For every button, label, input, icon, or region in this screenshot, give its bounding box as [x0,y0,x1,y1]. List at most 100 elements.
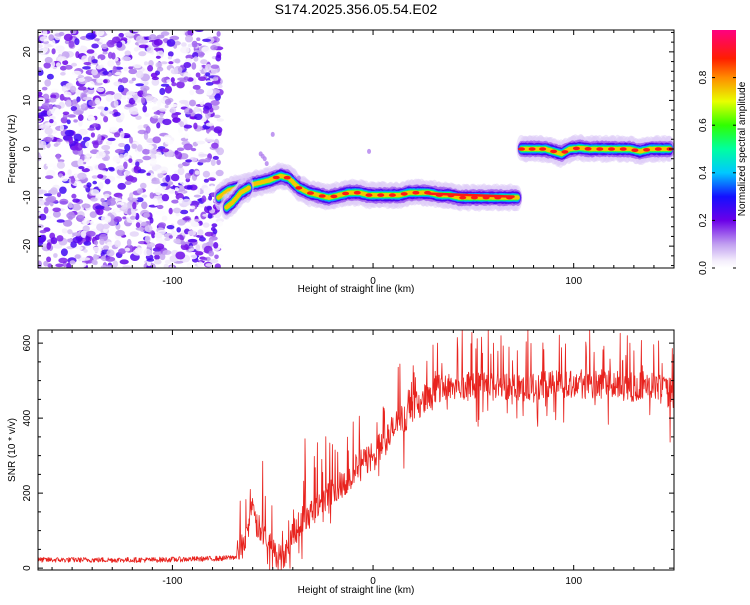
noise-blob [205,72,211,77]
noise-blob [72,98,78,107]
noise-blob [52,210,61,218]
noise-blob [85,141,91,148]
noise-blob [201,195,207,203]
noise-blob [156,34,165,39]
noise-blob [208,250,214,257]
noise-blob [197,229,204,236]
noise-blob [153,115,159,119]
colorbar-tick-label: 0.2 [698,213,709,227]
noise-blob [197,261,204,268]
noise-blob [118,154,125,159]
noise-blob [43,193,53,197]
stray-blob [262,156,267,162]
ridge-blob-peak [307,191,314,195]
noise-blob [145,126,151,134]
noise-blob [136,197,144,203]
ridge-blob-peak [459,195,467,200]
ridge-blob-peak [295,186,303,190]
noise-blob [153,39,163,46]
colorbar: 0.0 0.2 0.4 0.6 0.8 Normalized spectral ampl… [698,30,748,275]
noise-blob [200,59,208,65]
noise-blob [198,76,207,81]
noise-blob [77,158,84,165]
noise-blob [95,205,105,210]
noise-blob [104,205,111,212]
noise-blob [54,223,63,227]
noise-blob [45,175,54,180]
noise-blob [55,263,64,268]
ridge-blob-peak [388,193,396,197]
stray-blob [264,161,269,167]
noise-blob [149,192,155,199]
noise-blob [106,265,114,268]
noise-blob [103,79,108,84]
noise-blob [131,77,136,82]
noise-blob [198,51,205,58]
noise-blob [123,161,128,170]
noise-blob [81,168,90,173]
noise-blob [213,126,223,134]
noise-blob [169,35,180,41]
noise-blob [74,38,80,46]
noise-blob [206,205,212,211]
ridge-blob-peak [518,147,525,151]
noise-blob [113,112,121,117]
ridge-blob-peak [272,175,280,180]
noise-blob [210,45,218,51]
noise-blob [44,44,49,53]
noise-blob [202,109,209,114]
noise-blob [113,81,122,87]
noise-blob [144,225,153,233]
noise-blob [156,169,162,174]
noise-blob [58,257,68,264]
noise-blob [205,122,214,127]
ridge-core [427,192,515,198]
noise-blob [127,208,132,216]
spectrogram-ytick-label: 0 [22,146,33,152]
noise-blob [93,253,98,261]
noise-blob [135,161,140,167]
noise-blob [91,59,99,64]
noise-blob [59,124,65,132]
noise-blob [124,32,134,37]
spectrogram-xtick-label: 100 [565,276,582,287]
noise-blob [136,144,143,152]
noise-blob [156,122,161,129]
noise-blob [114,148,125,154]
noise-blob [80,230,88,238]
ridge-blob-peak [596,147,604,151]
noise-blob [176,81,185,89]
noise-blob [194,218,201,222]
noise-blob [164,98,172,105]
noise-blob [186,185,192,190]
colorbar-tick-label: 0.0 [698,261,709,275]
noise-blob [159,108,167,112]
noise-blob [48,34,55,41]
noise-blob [44,127,53,135]
noise-blob [132,201,137,210]
ridge-blob-peak [353,190,361,195]
ridge-blob-peak [400,192,408,196]
noise-blob [193,122,198,130]
noise-blob [87,116,96,122]
noise-blob [113,100,119,108]
noise-blob [89,220,94,225]
noise-blob [180,46,190,54]
noise-blob [56,138,63,143]
ridge-blob-peak [342,191,350,196]
noise-blob [191,40,198,48]
noise-blob [82,66,91,70]
noise-blob [141,194,148,198]
noise-blob [140,96,146,104]
noise-blob [216,147,224,156]
noise-blob [62,111,70,116]
noise-blob [202,222,210,228]
noise-blob [149,217,154,224]
noise-blob [67,237,74,243]
noise-blob [104,215,112,223]
snr-ytick-label: 600 [22,334,33,351]
noise-blob [42,30,48,37]
noise-blob [49,177,58,186]
noise-blob [137,169,146,174]
noise-blob [213,242,219,249]
